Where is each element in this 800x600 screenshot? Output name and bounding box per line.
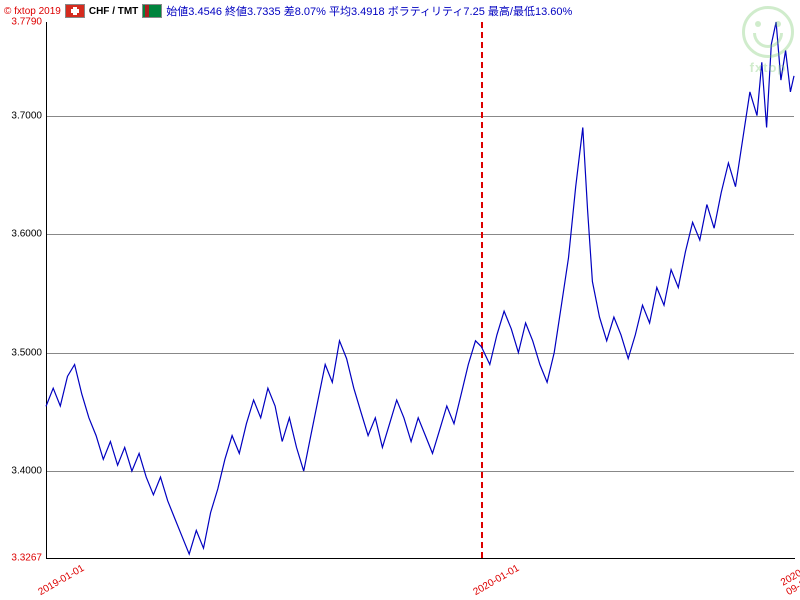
x-tick-label: 2020-09-19 bbox=[779, 566, 800, 598]
stat-value: 3.4546 bbox=[188, 6, 222, 18]
y-tick-label: 3.4000 bbox=[2, 466, 42, 477]
forex-chart: © fxtop 2019 CHF / TMT 始値3.4546 終値3.7335… bbox=[0, 0, 800, 600]
x-tick-label: 2019-01-01 bbox=[37, 563, 87, 598]
price-line bbox=[46, 22, 794, 558]
stat-label: 終値 bbox=[222, 6, 247, 18]
y-tick-label: 3.5000 bbox=[2, 347, 42, 358]
currency-pair: CHF / TMT bbox=[89, 6, 138, 17]
stat-value: 7.25 bbox=[463, 6, 484, 18]
y-tick-label: 3.7000 bbox=[2, 110, 42, 121]
flag-chf-icon bbox=[65, 4, 85, 18]
stat-value: 13.60% bbox=[535, 6, 572, 18]
flag-tmt-icon bbox=[142, 4, 162, 18]
stat-label: 平均 bbox=[326, 6, 351, 18]
stat-value: 3.7335 bbox=[247, 6, 281, 18]
stat-label: ボラティリティ bbox=[385, 6, 464, 18]
stat-label: 最高/最低 bbox=[485, 6, 535, 18]
y-tick-label: 3.3267 bbox=[2, 553, 42, 564]
stat-value: 3.4918 bbox=[351, 6, 385, 18]
copyright-text: © fxtop 2019 bbox=[4, 6, 61, 17]
y-tick-label: 3.6000 bbox=[2, 229, 42, 240]
stats-row: 始値3.4546 終値3.7335 差8.07% 平均3.4918 ボラティリテ… bbox=[166, 3, 572, 19]
stat-label: 始値 bbox=[166, 6, 188, 18]
stat-value: 8.07% bbox=[295, 6, 326, 18]
x-tick-label: 2020-01-01 bbox=[472, 563, 522, 598]
stat-label: 差 bbox=[281, 6, 295, 18]
watermark-text: fxtop bbox=[742, 60, 794, 75]
chart-header: © fxtop 2019 CHF / TMT 始値3.4546 終値3.7335… bbox=[4, 2, 796, 20]
